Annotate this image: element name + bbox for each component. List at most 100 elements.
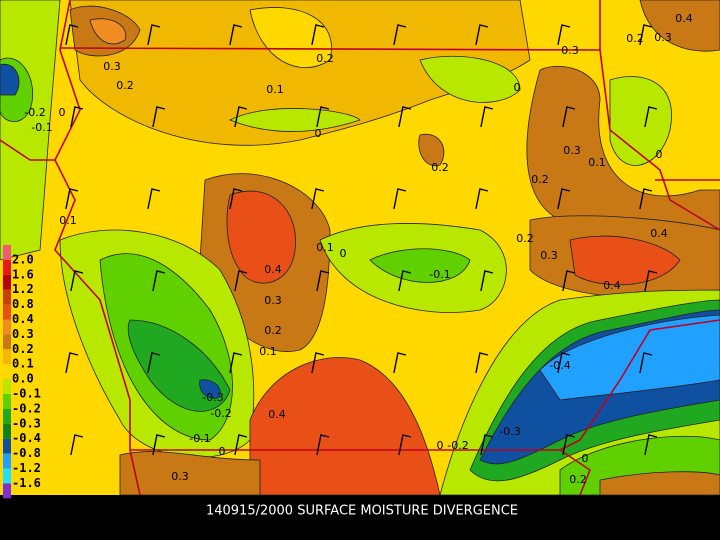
legend-swatch xyxy=(3,349,11,365)
contour-label: 0.4 xyxy=(603,279,621,292)
legend-label: -1.6 xyxy=(12,476,41,490)
wind-barb xyxy=(398,434,412,456)
legend-swatch xyxy=(3,289,11,305)
state-borders xyxy=(0,0,720,496)
wind-barb xyxy=(229,24,243,46)
legend-label: 0.3 xyxy=(12,327,34,341)
contour-label: 0.4 xyxy=(264,263,282,276)
wind-barb xyxy=(562,434,576,456)
wind-barb xyxy=(398,106,412,128)
wind-barb xyxy=(393,188,407,210)
wind-barb xyxy=(147,352,161,374)
legend-label: 1.6 xyxy=(12,267,34,281)
wind-barb xyxy=(475,188,489,210)
wind-barb xyxy=(152,106,166,128)
wind-barb xyxy=(316,270,330,292)
contour-label: 0.1 xyxy=(316,241,334,254)
contour-label: -0.1 xyxy=(31,121,52,134)
contour-label: 0.3 xyxy=(654,31,672,44)
wind-barb xyxy=(70,434,84,456)
contour-label: 0.2 xyxy=(116,79,134,92)
legend-swatch xyxy=(3,483,11,499)
legend-label: -1.2 xyxy=(12,461,41,475)
contour-label: 0 xyxy=(59,106,66,119)
wind-barb xyxy=(475,24,489,46)
contour-label: -0.1 xyxy=(189,432,210,445)
legend-swatch xyxy=(3,364,11,380)
wind-barb xyxy=(562,106,576,128)
wind-barb xyxy=(311,24,325,46)
wind-barb xyxy=(70,270,84,292)
wind-barb xyxy=(65,24,79,46)
wind-barb xyxy=(475,352,489,374)
wind-barb xyxy=(65,188,79,210)
contour-label: -0.2 xyxy=(210,407,231,420)
contour-label: 0.2 xyxy=(569,473,587,486)
wind-barb xyxy=(639,24,653,46)
contour-label: 0.2 xyxy=(431,161,449,174)
legend-swatch xyxy=(3,453,11,469)
contour-label: -0.1 xyxy=(429,268,450,281)
wind-barb xyxy=(480,270,494,292)
legend-label: 1.2 xyxy=(12,282,34,296)
contour-label: 0.1 xyxy=(588,156,606,169)
wind-barb xyxy=(311,188,325,210)
legend-label: 0.2 xyxy=(12,342,34,356)
legend-swatch xyxy=(3,438,11,454)
contour-label: -0.3 xyxy=(499,425,520,438)
contour-label: 0 xyxy=(340,247,347,260)
wind-barb xyxy=(234,106,248,128)
contour-label: 0.1 xyxy=(259,345,277,358)
wind-barb xyxy=(639,188,653,210)
wind-barb xyxy=(644,434,658,456)
contour-label: 0 xyxy=(582,452,589,465)
contour-label: 0 xyxy=(219,445,226,458)
wind-barb xyxy=(557,352,571,374)
contour-label: -0.2 xyxy=(24,106,45,119)
legend-swatch xyxy=(3,423,11,439)
wind-barb xyxy=(234,270,248,292)
map-title: 140915/2000 SURFACE MOISTURE DIVERGENCE xyxy=(206,504,518,519)
legend-swatch xyxy=(3,259,11,275)
wind-barb xyxy=(65,352,79,374)
wind-barbs xyxy=(65,24,658,456)
wind-barb xyxy=(316,106,330,128)
wind-barb xyxy=(644,106,658,128)
legend-swatch xyxy=(3,468,11,484)
legend-swatch xyxy=(3,379,11,394)
contour-label: 0.3 xyxy=(563,144,581,157)
wind-barb xyxy=(152,270,166,292)
wind-barb xyxy=(393,24,407,46)
wind-barb xyxy=(557,24,571,46)
wind-barb xyxy=(562,270,576,292)
legend-swatch xyxy=(3,245,11,260)
contour-label: 0.4 xyxy=(675,12,693,25)
wind-barb xyxy=(147,188,161,210)
wind-barb xyxy=(639,352,653,374)
legend-label: 2.0 xyxy=(12,252,34,266)
legend-swatch xyxy=(3,408,11,424)
legend-swatch xyxy=(3,304,11,320)
wind-barb xyxy=(480,106,494,128)
legend-label: 0.8 xyxy=(12,297,34,311)
wind-barb xyxy=(147,24,161,46)
legend-label: 0.4 xyxy=(12,312,34,326)
wind-barb xyxy=(398,270,412,292)
legend-label: 0.0 xyxy=(12,372,34,386)
contour-label: 0 xyxy=(437,439,444,452)
wind-barb xyxy=(480,434,494,456)
contour-label: 0 xyxy=(514,81,521,94)
wind-barb xyxy=(557,188,571,210)
wind-barb xyxy=(393,352,407,374)
contour-label: 0.3 xyxy=(540,249,558,262)
contour-label: 0.2 xyxy=(264,324,282,337)
wind-barb xyxy=(311,352,325,374)
contour-label: -0.2 xyxy=(447,439,468,452)
wind-barb xyxy=(152,434,166,456)
legend-label: -0.2 xyxy=(12,401,41,415)
legend-swatch xyxy=(3,274,11,290)
wind-barb xyxy=(316,434,330,456)
contour-label: 0.3 xyxy=(264,294,282,307)
